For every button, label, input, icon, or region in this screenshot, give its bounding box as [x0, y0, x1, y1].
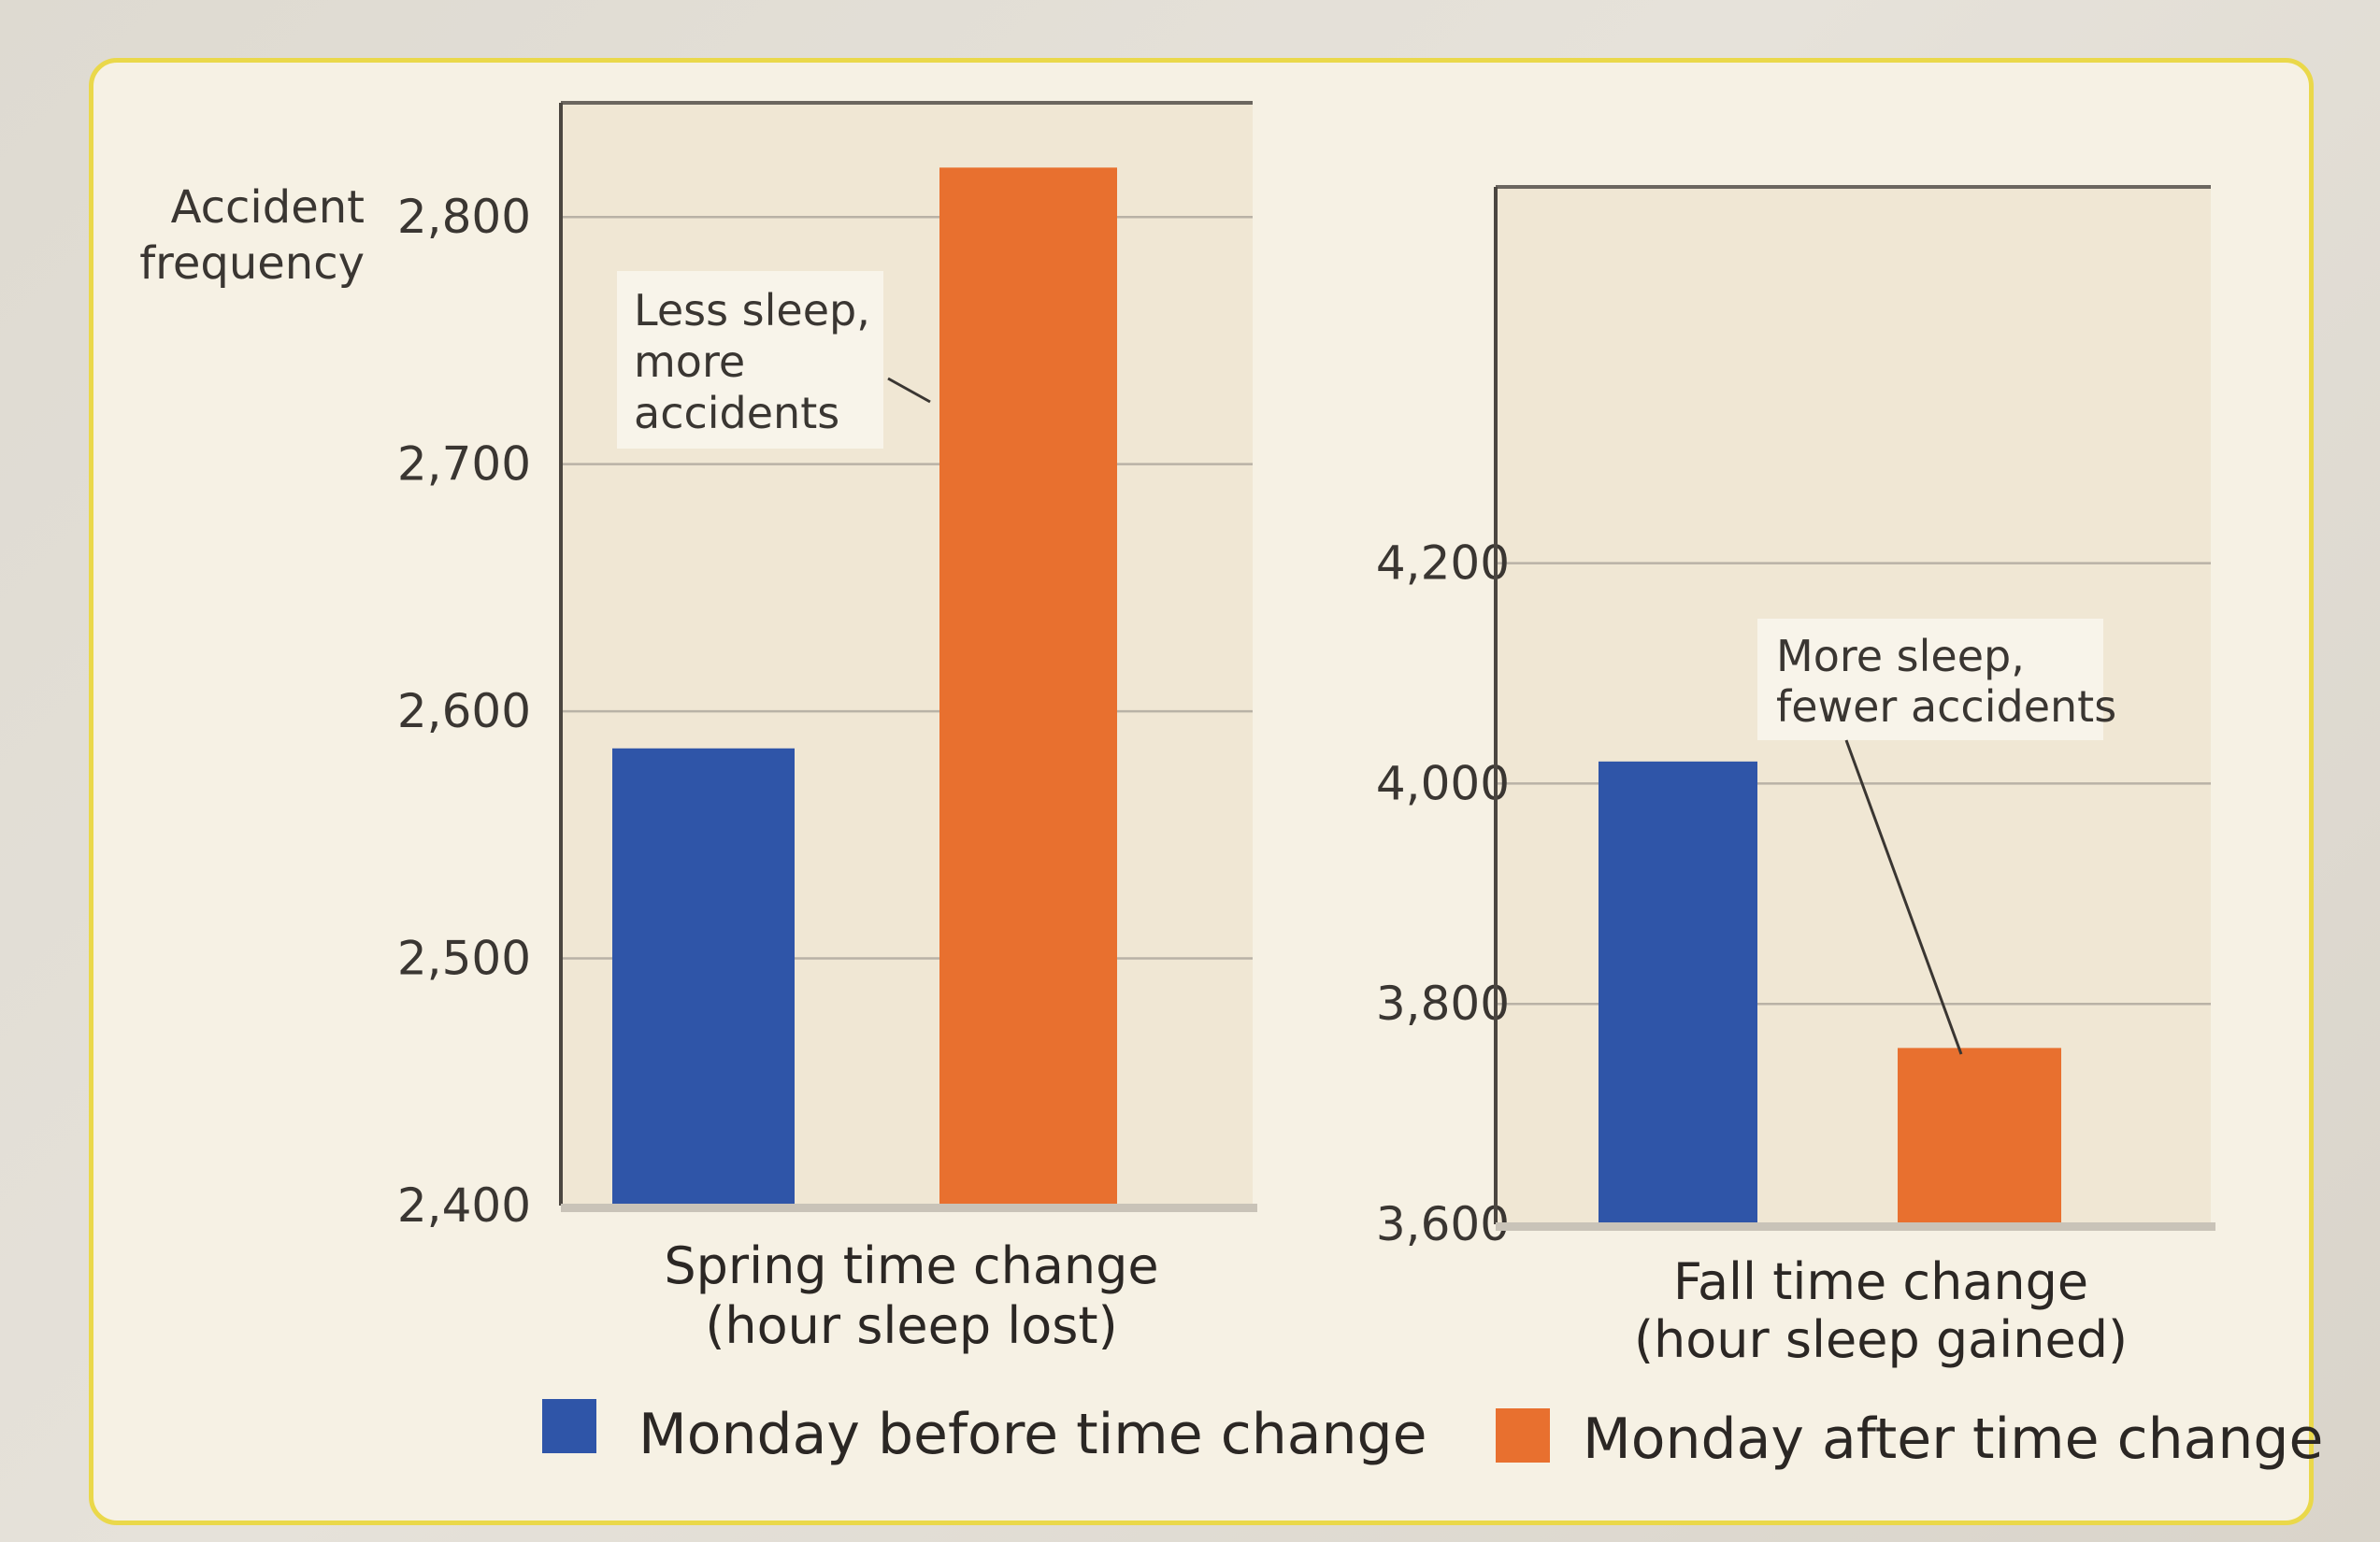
fall-annotation-box [1757, 619, 2103, 740]
x-axis-baseline [1496, 1222, 2215, 1231]
spring-annotation-leader [887, 377, 931, 404]
y-tick-label: 3,800 [1376, 977, 1510, 1031]
bar-monday-before [612, 748, 795, 1206]
y-tick-label: 3,600 [1376, 1197, 1510, 1251]
spring-annotation-box [617, 271, 883, 449]
bar-monday-after [939, 167, 1117, 1206]
spring-annotation-line-1: Less sleep, [634, 285, 870, 336]
y-tick-label: 2,500 [397, 932, 531, 986]
fall-annotation-line-1: More sleep, [1776, 631, 2025, 681]
spring-annotation-line-3: accidents [634, 388, 839, 438]
y-axis-label-line-2: frequency [139, 237, 365, 290]
y-tick-label: 4,200 [1376, 536, 1510, 591]
x-axis-baseline [561, 1204, 1257, 1212]
spring-xlabel-line-1: Spring time change [664, 1236, 1158, 1295]
spring-annotation-line-2: more [634, 336, 745, 387]
fall-annotation-leader [1844, 739, 1963, 1055]
legend-label-after: Monday after time change [1583, 1406, 2323, 1472]
y-tick-label: 2,800 [397, 190, 531, 244]
y-tick-label: 4,000 [1376, 756, 1510, 810]
spring-xlabel-line-2: (hour sleep lost) [705, 1296, 1117, 1355]
fall-xlabel-line-1: Fall time change [1673, 1252, 2088, 1311]
bar-monday-after [1898, 1048, 2061, 1224]
y-tick-label: 2,700 [397, 437, 531, 492]
y-tick-label: 2,600 [397, 684, 531, 738]
legend-label-before: Monday before time change [638, 1402, 1427, 1467]
fall-annotation-line-2: fewer accidents [1776, 681, 2116, 732]
y-tick-label: 2,400 [397, 1178, 531, 1233]
bar-monday-before [1599, 761, 1757, 1224]
legend-swatch-before [542, 1399, 596, 1453]
y-axis-label-line-1: Accident [171, 181, 365, 234]
legend-swatch-after [1496, 1408, 1550, 1463]
fall-xlabel-line-2: (hour sleep gained) [1634, 1310, 2128, 1369]
